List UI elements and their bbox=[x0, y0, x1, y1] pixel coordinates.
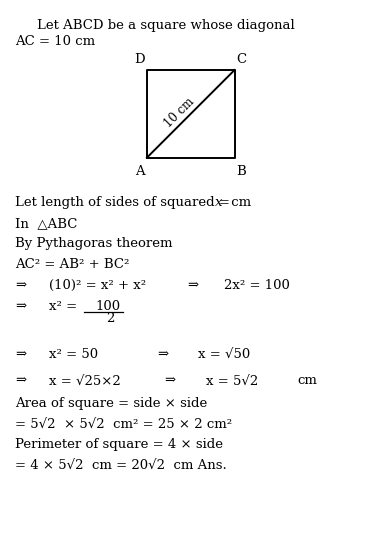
Text: B: B bbox=[237, 165, 246, 178]
Text: 100: 100 bbox=[95, 300, 120, 313]
Text: = 5√2  × 5√2  cm² = 25 × 2 cm²: = 5√2 × 5√2 cm² = 25 × 2 cm² bbox=[15, 418, 232, 430]
Text: ⇒: ⇒ bbox=[157, 347, 168, 360]
Text: Area of square = side × side: Area of square = side × side bbox=[15, 397, 207, 410]
Text: ⇒: ⇒ bbox=[15, 347, 26, 360]
Text: D: D bbox=[135, 53, 145, 66]
Text: x = 5√2: x = 5√2 bbox=[206, 375, 258, 388]
Text: Let length of sides of squared =: Let length of sides of squared = bbox=[15, 196, 234, 209]
Text: Perimeter of square = 4 × side: Perimeter of square = 4 × side bbox=[15, 438, 223, 451]
Text: 2: 2 bbox=[107, 312, 115, 325]
Text: x² = 50: x² = 50 bbox=[49, 347, 98, 360]
Text: cm: cm bbox=[297, 375, 317, 388]
Text: ⇒: ⇒ bbox=[15, 279, 26, 292]
Text: In  △ABC: In △ABC bbox=[15, 217, 77, 230]
Text: cm: cm bbox=[227, 196, 252, 209]
Text: Let ABCD be a square whose diagonal: Let ABCD be a square whose diagonal bbox=[37, 19, 295, 32]
Text: ⇒: ⇒ bbox=[15, 375, 26, 388]
Text: 10 cm: 10 cm bbox=[162, 95, 197, 130]
Text: 2x² = 100: 2x² = 100 bbox=[224, 279, 290, 292]
Text: x: x bbox=[215, 196, 223, 209]
Text: By Pythagoras theorem: By Pythagoras theorem bbox=[15, 237, 172, 250]
Text: AC = 10 cm: AC = 10 cm bbox=[15, 35, 95, 48]
Text: ⇒: ⇒ bbox=[165, 375, 176, 388]
Text: C: C bbox=[236, 53, 247, 66]
Text: ⇒: ⇒ bbox=[187, 279, 198, 292]
Text: x = √50: x = √50 bbox=[198, 347, 251, 360]
Text: A: A bbox=[135, 165, 145, 178]
Text: x = √25×2: x = √25×2 bbox=[49, 375, 120, 388]
Text: (10)² = x² + x²: (10)² = x² + x² bbox=[49, 279, 146, 292]
Text: = 4 × 5√2  cm = 20√2  cm Ans.: = 4 × 5√2 cm = 20√2 cm Ans. bbox=[15, 459, 227, 472]
Text: ⇒: ⇒ bbox=[15, 300, 26, 313]
Text: AC² = AB² + BC²: AC² = AB² + BC² bbox=[15, 258, 129, 271]
Text: x² =: x² = bbox=[49, 300, 77, 313]
